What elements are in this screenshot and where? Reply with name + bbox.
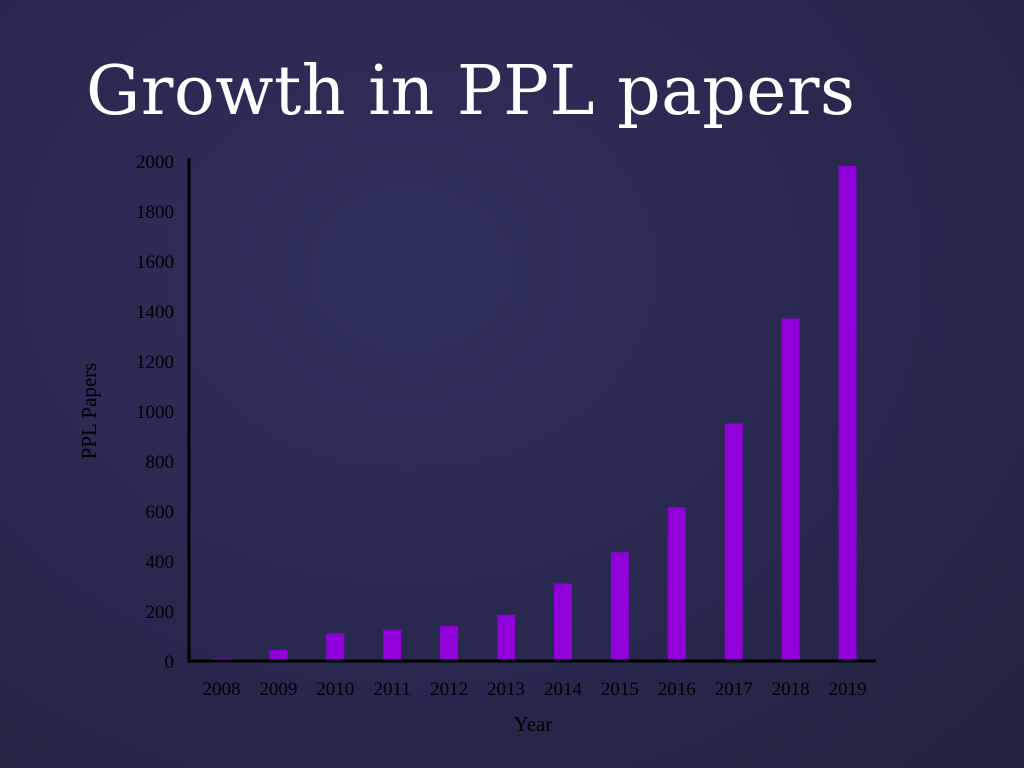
bars-group [212,166,857,661]
x-tick-label: 2010 [316,679,354,700]
x-tick-label: 2013 [487,679,525,700]
x-tick-label: 2015 [601,679,639,700]
x-tick-label: 2012 [430,679,468,700]
y-tick-label: 1000 [136,402,174,423]
bar-2016 [667,507,686,661]
y-tick-label: 600 [146,502,175,523]
y-axis-label: PPL Papers [77,363,101,460]
x-tick-label: 2014 [544,679,583,700]
bar-2018 [781,318,800,661]
x-tick-label: 2008 [202,679,240,700]
bar-2019 [838,166,857,661]
bar-2014 [553,583,572,661]
bar-2011 [383,629,402,661]
x-axis-label: Year [514,712,553,736]
x-tick-label: 2011 [374,679,411,700]
x-tick-label: 2009 [259,679,297,700]
bar-2012 [440,626,459,661]
y-tick-label: 0 [165,652,175,673]
y-tick-label: 200 [146,602,175,623]
x-tick-label: 2018 [772,679,810,700]
y-tick-label: 800 [146,452,175,473]
bar-2010 [326,633,345,661]
x-tick-labels: 2008 2009 2010 2011 2012 2013 2014 2015 2016 2017… [202,679,866,700]
y-tick-label: 1200 [136,352,174,373]
y-tick-labels: 0 200 400 600 800 1000 1200 1400 1600 1800 2000 [136,152,174,673]
bar-2013 [497,614,516,661]
y-tick-label: 1800 [136,202,174,223]
slide-title: Growth in PPL papers [86,52,856,131]
y-tick-label: 1600 [136,252,174,273]
y-tick-label: 1400 [136,302,174,323]
x-tick-label: 2017 [715,679,753,700]
x-tick-label: 2019 [829,679,867,700]
bar-2009 [269,649,288,661]
bar-2015 [610,552,629,661]
y-tick-label: 400 [146,552,175,573]
x-tick-label: 2016 [658,679,696,700]
y-tick-label: 2000 [136,152,174,173]
bar-2017 [724,423,743,661]
